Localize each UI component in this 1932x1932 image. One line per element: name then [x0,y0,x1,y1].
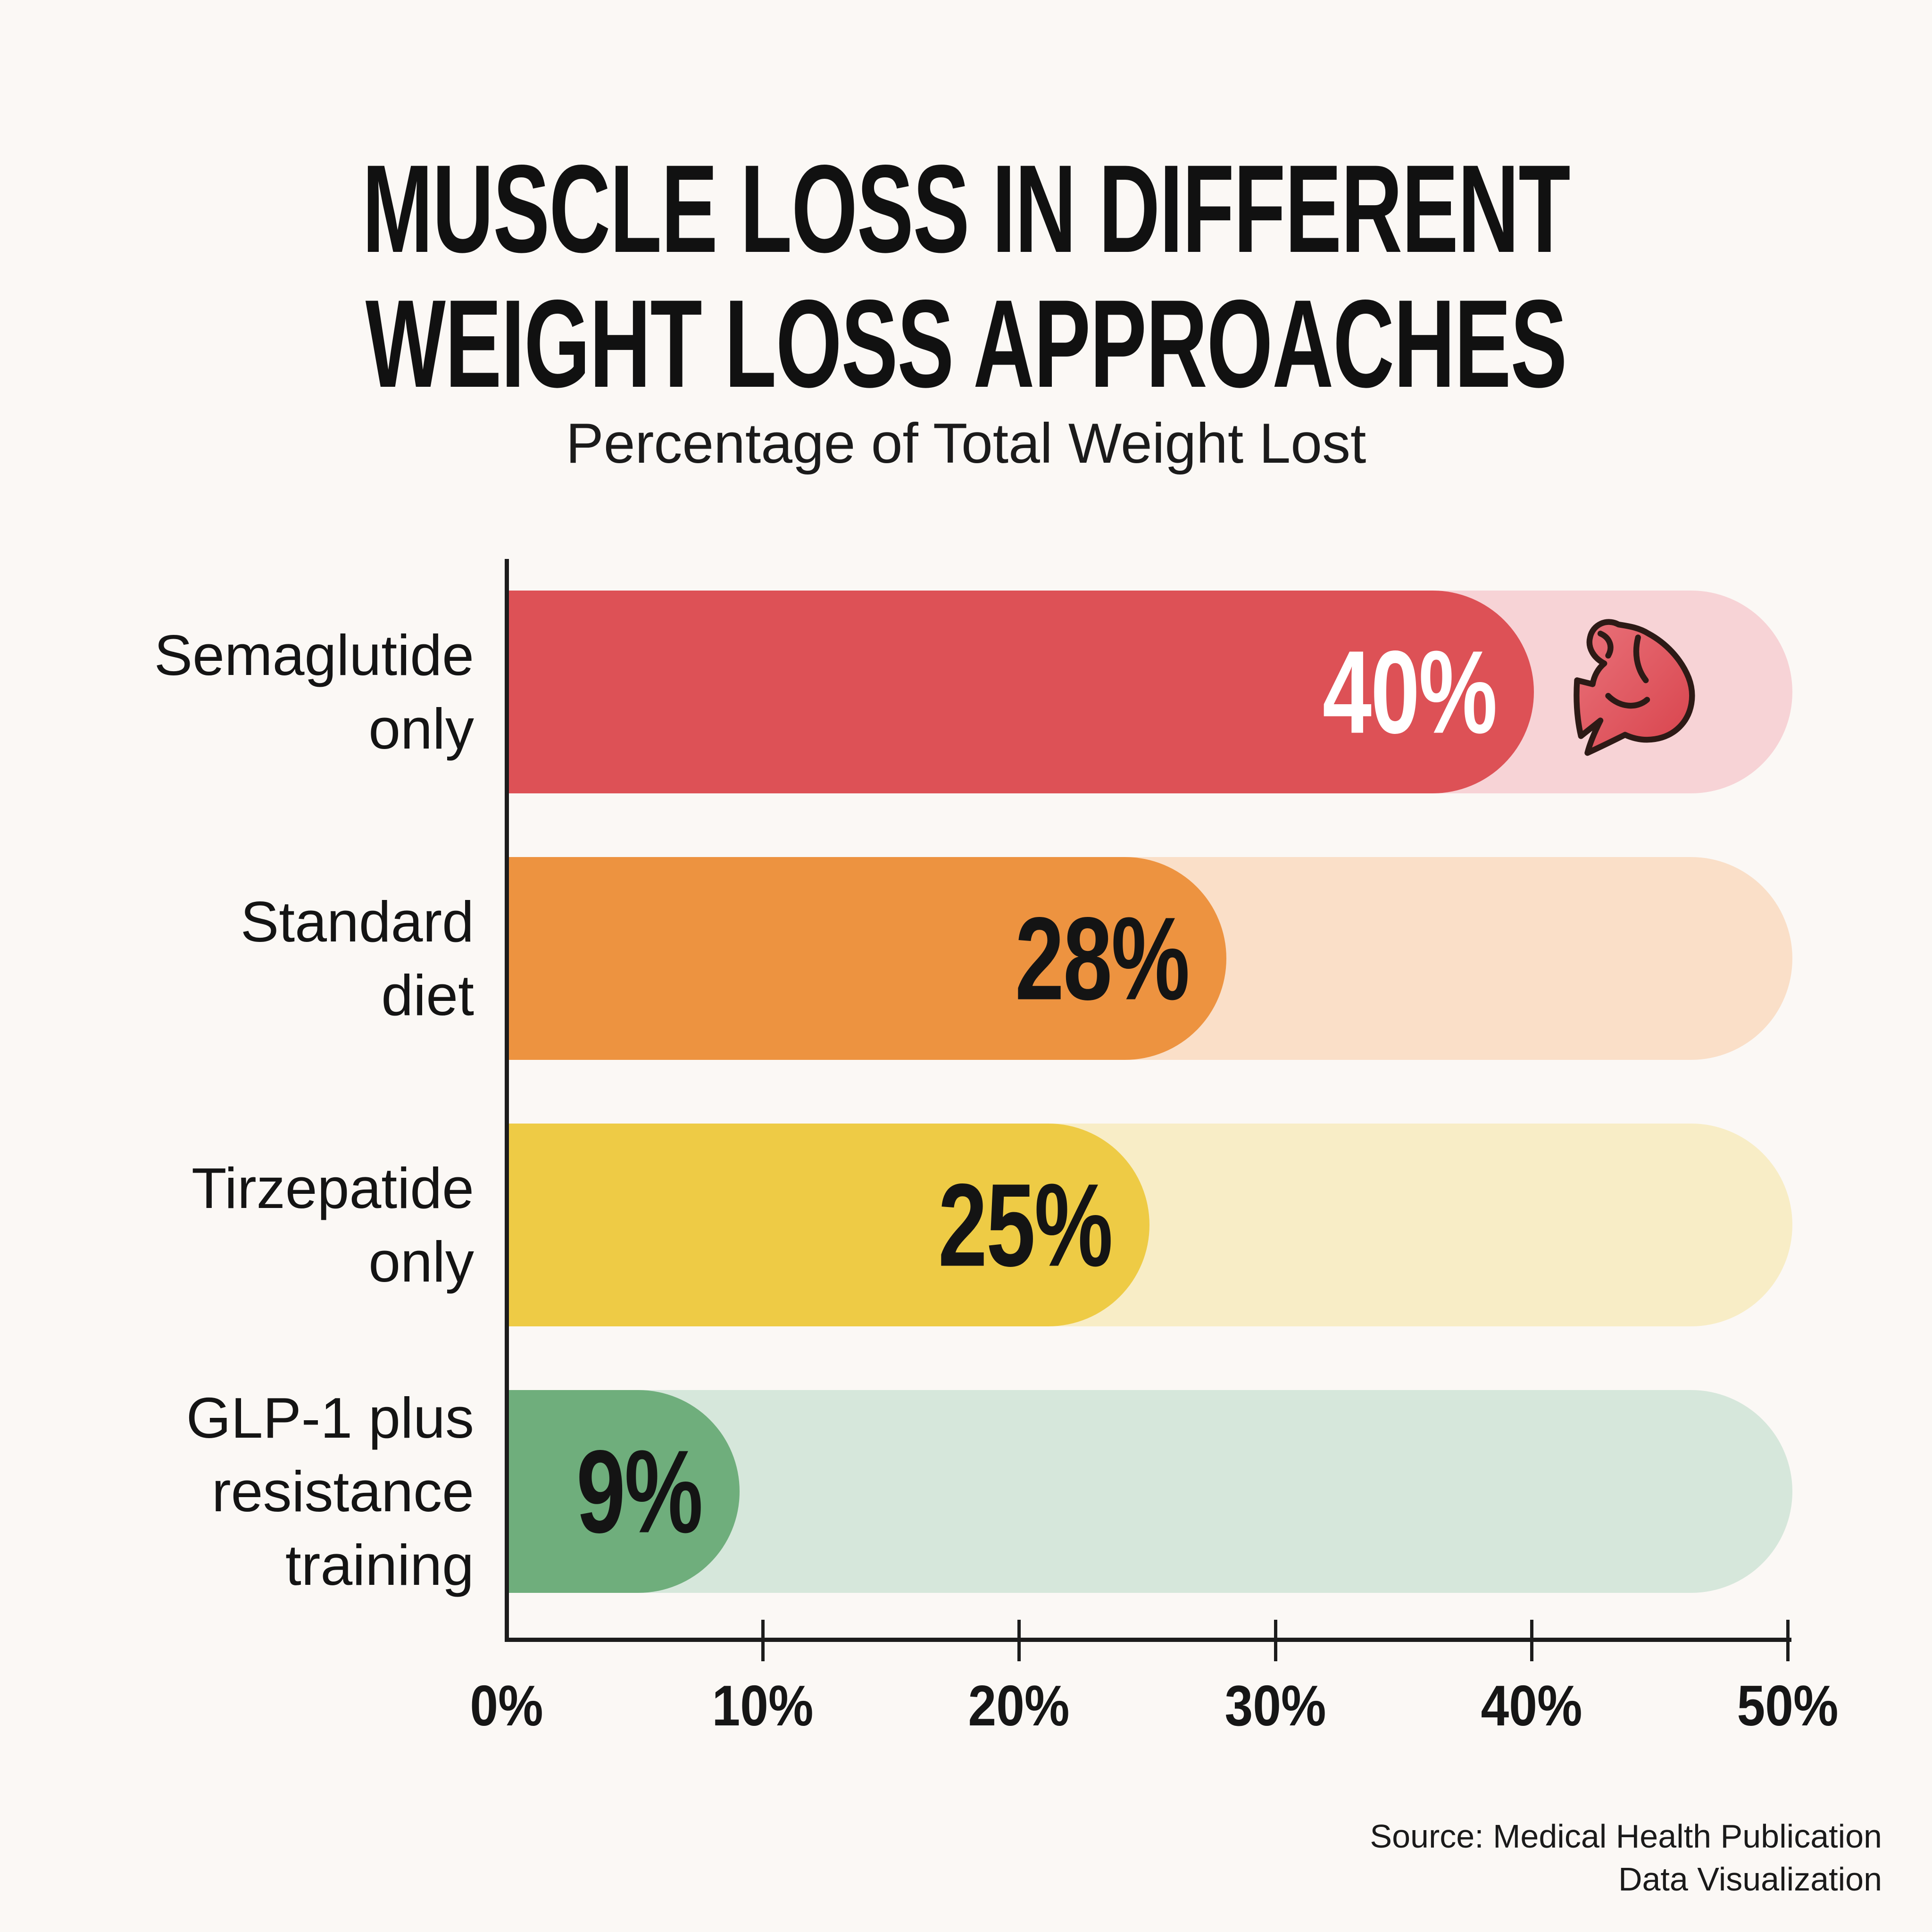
category-label-line: only [368,697,474,761]
source-note-line-1: Source: Medical Health Publication [1370,1818,1882,1855]
source-note: Source: Medical Health Publication Data … [1370,1815,1882,1901]
bar-track: 40% [509,591,1792,793]
page-title-line-2: WEIGHT LOSS APPROACHES [365,274,1567,414]
chart-subtitle: Percentage of Total Weight Lost [566,412,1366,475]
category-label-line: only [368,1230,474,1294]
value-label: 9% [576,1425,703,1557]
x-tick-mark [1017,1620,1021,1661]
bar-track: 28% [509,857,1792,1060]
x-tick-label: 30% [1224,1674,1326,1738]
category-label-line: training [285,1533,474,1598]
bar-track: 25% [509,1124,1792,1326]
value-label: 28% [1015,892,1190,1024]
category-label-line: Standard [240,889,474,954]
x-tick-label: 50% [1737,1674,1839,1738]
category-label: Tirzepatide only [192,1151,474,1299]
category-label: GLP-1 plus resistance training [186,1381,474,1602]
source-note-line-2: Data Visualization [1618,1861,1882,1898]
value-label: 40% [1322,626,1497,758]
bar-fill: 9% [509,1390,740,1593]
y-axis-line [505,559,509,1642]
category-label-line: GLP-1 plus [186,1385,474,1450]
category-label: Standard diet [241,885,474,1032]
bar-fill: 40% [509,591,1534,793]
bar-row: GLP-1 plus resistance training 9% [0,1386,1932,1597]
category-label-line: diet [381,963,474,1027]
bar-track: 9% [509,1390,1792,1593]
bar-fill: 28% [509,857,1226,1060]
category-label-line: resistance [211,1459,474,1524]
bar-row: Standard diet 28% [0,857,1932,1060]
x-tick-label: 20% [968,1674,1070,1738]
page-title-line-1: MUSCLE LOSS IN DIFFERENT [362,139,1571,279]
page-title: MUSCLE LOSS IN DIFFERENT WEIGHT LOSS APP… [309,139,1623,414]
x-tick-label: 40% [1481,1674,1582,1738]
x-axis-line [505,1638,1791,1642]
x-tick-mark [1530,1620,1533,1661]
category-label-line: Semaglutide [154,623,474,687]
bar-fill: 25% [509,1124,1149,1326]
value-label: 25% [938,1159,1113,1291]
bar-row: Semaglutide only 40% [0,591,1932,793]
x-tick-mark [1786,1620,1790,1661]
x-tick-label: 0% [470,1674,543,1738]
category-label-line: Tirzepatide [192,1156,474,1220]
x-tick-mark [1274,1620,1277,1661]
category-label: Semaglutide only [154,618,474,766]
flexed-biceps-icon [1574,619,1695,756]
x-tick-label: 10% [712,1674,814,1738]
x-tick-mark [761,1620,765,1661]
bar-row: Tirzepatide only 25% [0,1124,1932,1326]
